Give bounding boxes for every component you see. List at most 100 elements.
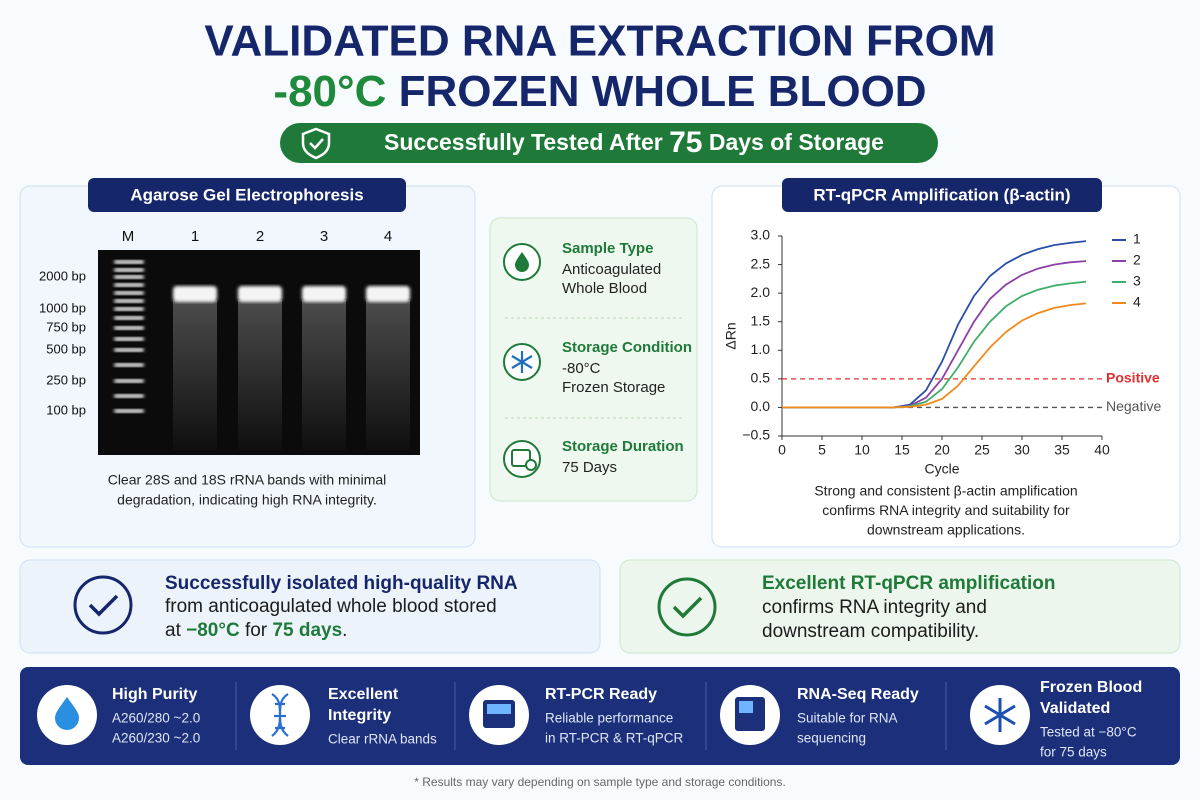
calendar-icon (503, 440, 541, 478)
summary-right (619, 559, 1181, 654)
x-tick-label: 25 (974, 442, 990, 458)
ladder-band (114, 348, 144, 352)
gel-title: Agarose Gel Electrophoresis (130, 185, 363, 204)
shield-check (309, 138, 324, 150)
check-icon (657, 577, 717, 637)
features: High Purity A260/280 ~2.0 A260/230 ~2.0 Exc… (37, 679, 1142, 760)
y-tick-label: 2.0 (751, 284, 771, 300)
ladder-band (114, 291, 144, 295)
ladder-band (114, 337, 144, 341)
smear (366, 300, 410, 450)
ladder-band (114, 260, 144, 264)
feature-text: A260/280 ~2.0 (112, 711, 200, 726)
text-part: at (165, 620, 186, 641)
ladder-band (114, 409, 144, 413)
summary-right-line3: downstream compatibility. (762, 621, 979, 642)
clock-shape (525, 459, 537, 471)
title-highlight: -80°C (273, 67, 386, 116)
rna-band (173, 286, 217, 302)
ladder-band (114, 379, 144, 383)
ladder-band (114, 268, 144, 272)
ladder-band (114, 326, 144, 330)
text-highlight: −80°C (186, 620, 240, 641)
series-line (782, 302, 1087, 409)
ladder-band (114, 316, 144, 320)
pcr-screen (487, 704, 511, 714)
summary-left-line1: Successfully isolated high-quality RNA (165, 573, 518, 594)
info-title: Sample Type (562, 240, 653, 257)
rna-band (366, 286, 410, 302)
legend-label: 1 (1133, 231, 1141, 247)
gel-content: M 1 2 3 4 2000 bp 1000 bp 750 bp 500 bp 250 bp 100… (39, 228, 410, 508)
info-text: -80°C (562, 360, 601, 377)
snowflake-icon (984, 698, 1016, 732)
x-axis-label: Cycle (924, 461, 959, 477)
feature-bar (20, 667, 1180, 765)
badge-text: Successfully Tested After 75 Days of Sto… (384, 126, 884, 159)
badge (280, 123, 938, 163)
smear (302, 300, 346, 450)
feature-title: Excellent (328, 686, 399, 703)
x-tick-label: 40 (1094, 442, 1110, 458)
lane-label: 3 (320, 228, 328, 245)
lane-label: 1 (191, 228, 199, 245)
shield-icon (301, 127, 331, 160)
dna-icon (271, 693, 289, 737)
legend-label: 2 (1133, 252, 1141, 268)
summary-right-line1: Excellent RT-qPCR amplification (762, 573, 1056, 594)
ladder-band (114, 283, 144, 287)
x-tick-label: 5 (818, 442, 826, 458)
ladder-label: 100 bp (46, 402, 86, 417)
ladder-label: 1000 bp (39, 300, 86, 315)
info-text: 75 Days (562, 459, 617, 476)
check-mark (672, 596, 703, 619)
y-tick-label: 1.5 (751, 312, 771, 328)
title-line1: VALIDATED RNA EXTRACTION FROM (204, 17, 995, 66)
x-tick-label: 35 (1054, 442, 1070, 458)
feature-title: Validated (1040, 700, 1110, 717)
y-tick-label: 0.0 (751, 398, 771, 414)
check-mark (88, 594, 119, 617)
y-tick-label: −0.5 (742, 427, 770, 443)
feature-text: sequencing (797, 731, 866, 746)
feature-text: Clear rRNA bands (328, 732, 437, 747)
chart-caption: downstream applications. (867, 522, 1025, 538)
ladder-label: 750 bp (46, 319, 86, 334)
footnote: * Results may vary depending on sample t… (414, 775, 786, 789)
chart-header (782, 178, 1102, 212)
calendar-shape (511, 449, 531, 467)
chart-caption: confirms RNA integrity and suitability f… (822, 502, 1070, 518)
lane-label: 2 (256, 228, 264, 245)
y-tick-label: 0.5 (751, 370, 771, 386)
feature-text: for 75 days (1040, 745, 1107, 760)
summary-left-line3: at −80°C for 75 days. (165, 620, 347, 641)
title-rest: FROZEN WHOLE BLOOD (386, 67, 926, 116)
seq-screen (739, 701, 753, 713)
info-text: Whole Blood (562, 280, 647, 297)
feature-text: Tested at −80°C (1040, 725, 1137, 740)
feature-text: A260/230 ~2.0 (112, 731, 200, 746)
summary-left (19, 559, 601, 654)
text-part: for (240, 620, 273, 641)
text-part: . (342, 620, 347, 641)
smear (173, 300, 217, 450)
title-line2: -80°C FROZEN WHOLE BLOOD (273, 67, 926, 116)
lane-label: 4 (384, 228, 392, 245)
ladder-band (114, 363, 144, 367)
feature-title: Integrity (328, 707, 391, 724)
threshold-label: Negative (1106, 398, 1161, 414)
chart-title: RT-qPCR Amplification (β-actin) (813, 185, 1070, 204)
y-tick-label: 3.0 (751, 227, 771, 243)
legend-label: 4 (1133, 294, 1141, 310)
drop-shape (515, 252, 529, 272)
ladder-label: 2000 bp (39, 268, 86, 283)
y-tick-label: 2.5 (751, 255, 771, 271)
badge-after: Days of Storage (702, 129, 884, 155)
x-tick-label: 20 (934, 442, 950, 458)
info-text: Frozen Storage (562, 379, 665, 396)
smear (238, 300, 282, 450)
feature-title: RT-PCR Ready (545, 686, 657, 703)
info-title: Storage Duration (562, 438, 684, 455)
x-tick-label: 30 (1014, 442, 1030, 458)
